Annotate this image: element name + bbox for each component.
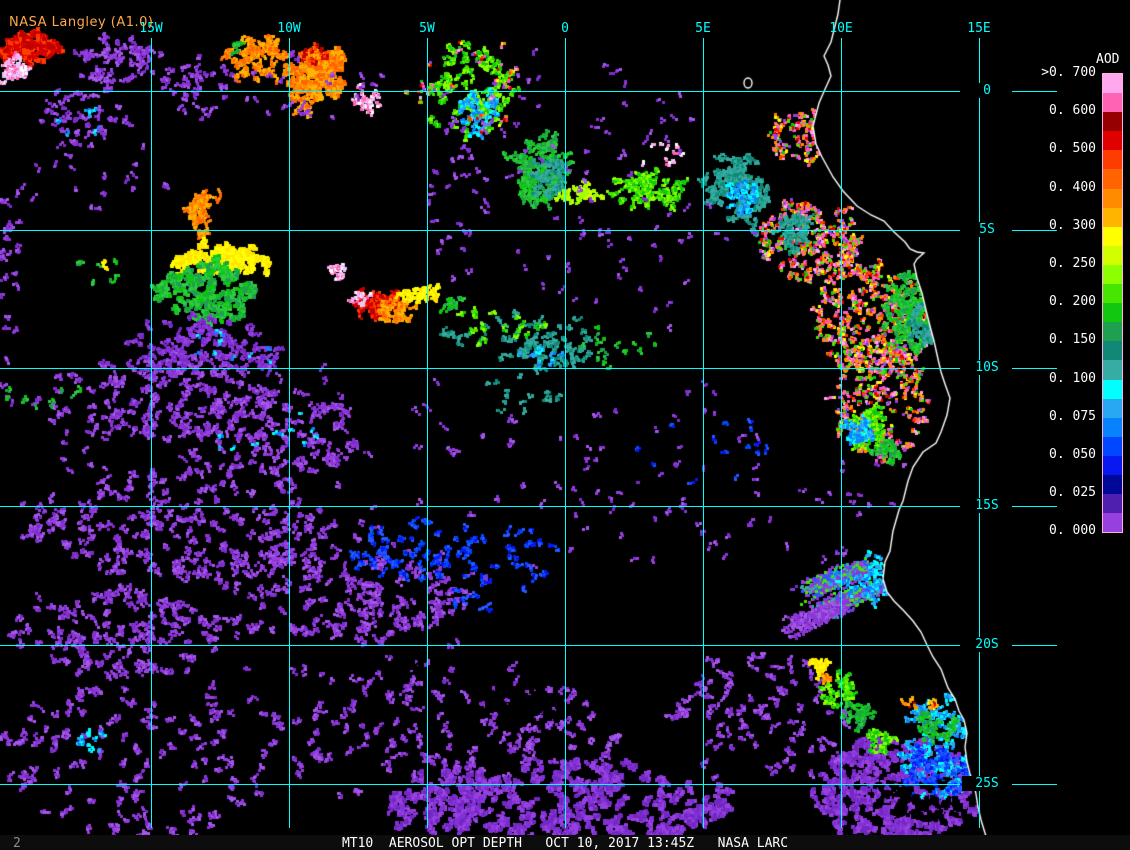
grid-line — [289, 38, 290, 828]
product-caption: MT10 AEROSOL OPT DEPTH OCT 10, 2017 13:4… — [341, 836, 789, 850]
colorbar-segment — [1103, 436, 1122, 456]
colorbar-segment — [1103, 226, 1122, 246]
colorbar-tick-label: >0. 700 — [1041, 65, 1096, 80]
colorbar-segment — [1103, 188, 1122, 208]
colorbar-segment — [1103, 264, 1122, 285]
latitude-label: 25S — [962, 776, 1012, 791]
frame-number: 2 — [13, 836, 21, 850]
colorbar-segment — [1103, 341, 1122, 361]
colorbar-segment — [1103, 74, 1122, 94]
grid-line — [1012, 645, 1057, 646]
caption-bar — [0, 835, 1130, 850]
grid-line — [979, 38, 980, 828]
colorbar-segment — [1103, 417, 1122, 437]
colorbar-segment — [1103, 169, 1122, 189]
colorbar-title: AOD — [1096, 52, 1120, 67]
latitude-label: 5S — [962, 222, 1012, 237]
colorbar-segment — [1103, 513, 1122, 533]
colorbar-tick-label: 0. 050 — [1049, 447, 1096, 462]
colorbar-segment — [1103, 112, 1122, 132]
colorbar-tick-label: 0. 400 — [1049, 179, 1096, 195]
latitude-label: 0 — [962, 83, 1012, 98]
latitude-label: 20S — [962, 637, 1012, 652]
grid-line — [1012, 368, 1057, 369]
longitude-label: 15E — [967, 21, 991, 36]
grid-line — [1012, 91, 1057, 92]
grid-line — [0, 506, 960, 507]
colorbar-segment — [1103, 284, 1122, 304]
colorbar-segment — [1103, 494, 1122, 514]
colorbar-tick-label: 0. 250 — [1049, 256, 1096, 271]
nasa-langley-credit: NASA Langley (A1.0) — [9, 15, 154, 30]
grid-line — [1012, 230, 1057, 231]
grid-line — [427, 38, 428, 828]
colorbar-segment — [1103, 455, 1122, 475]
colorbar-segment — [1103, 150, 1122, 170]
longitude-label: 5W — [419, 21, 435, 36]
latitude-label: 15S — [962, 498, 1012, 513]
colorbar-segment — [1103, 322, 1122, 342]
longitude-label: 15W — [139, 21, 163, 36]
grid-line — [1012, 784, 1057, 785]
colorbar-tick-label: 0. 300 — [1049, 217, 1096, 233]
grid-line — [1012, 506, 1057, 507]
grid-line — [0, 368, 960, 369]
colorbar-tick-label: 0. 500 — [1049, 141, 1096, 157]
colorbar-segment — [1103, 474, 1122, 495]
longitude-label: 10W — [277, 21, 301, 36]
grid-line — [841, 38, 842, 828]
colorbar-segment — [1103, 245, 1122, 265]
grid-line — [0, 91, 960, 92]
grid-line — [0, 645, 960, 646]
colorbar-tick-label: 0. 025 — [1049, 485, 1096, 501]
colorbar-tick-label: 0. 000 — [1049, 523, 1096, 539]
grid-line — [151, 38, 152, 828]
longitude-label: 5E — [695, 21, 711, 36]
colorbar-tick-label: 0. 075 — [1049, 408, 1096, 424]
grid-line — [565, 38, 566, 828]
colorbar-segment — [1103, 303, 1122, 323]
colorbar-tick-label: 0. 200 — [1049, 294, 1096, 310]
longitude-label: 10E — [829, 21, 853, 36]
colorbar-segment — [1103, 207, 1122, 227]
colorbar-segment — [1103, 398, 1122, 418]
colorbar-segment — [1103, 93, 1122, 113]
grid-line — [0, 784, 960, 785]
grid-line — [0, 230, 960, 231]
latitude-label: 10S — [962, 360, 1012, 375]
colorbar-gradient — [1102, 73, 1123, 534]
colorbar-tick-label: 0. 100 — [1049, 370, 1096, 386]
colorbar-segment — [1103, 379, 1122, 399]
colorbar-tick-label: 0. 600 — [1049, 103, 1096, 119]
longitude-label: 0 — [561, 21, 569, 36]
colorbar-tick-label: 0. 150 — [1049, 332, 1096, 348]
colorbar-segment — [1103, 360, 1122, 380]
grid-line — [703, 38, 704, 828]
colorbar-segment — [1103, 131, 1122, 151]
